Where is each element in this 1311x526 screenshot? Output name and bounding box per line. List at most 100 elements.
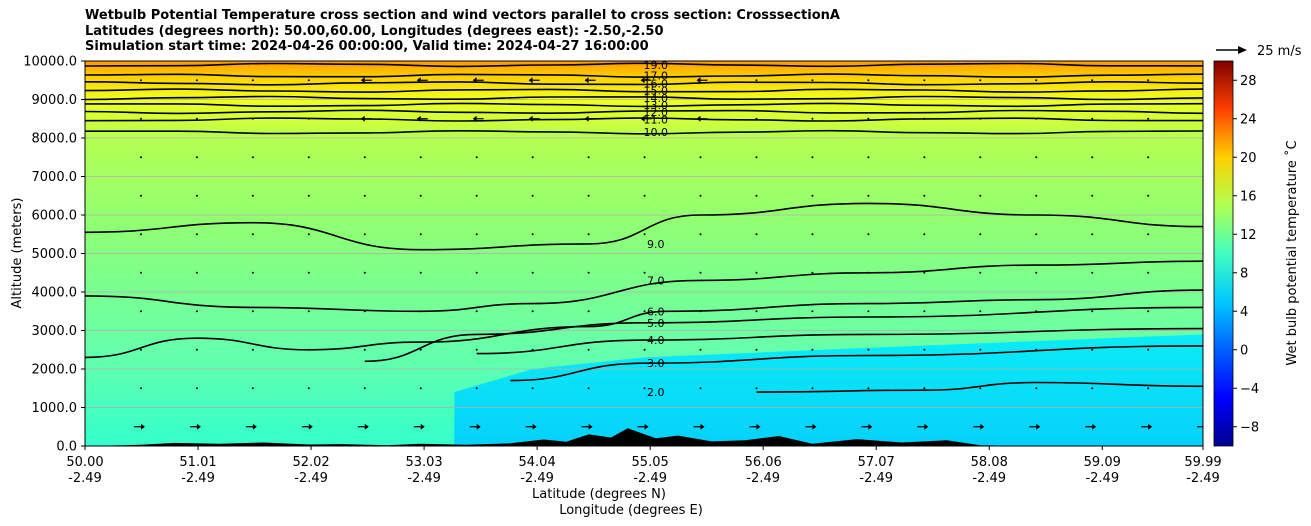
wind-vector	[531, 348, 534, 351]
contour-line	[85, 109, 1203, 115]
wind-vector	[923, 310, 926, 313]
wind-vector	[419, 387, 422, 390]
wind-vector	[419, 310, 422, 313]
contour-label: 15.0	[644, 85, 669, 98]
wind-vector	[139, 233, 142, 236]
wind-vector	[979, 194, 982, 197]
wind-vector-head	[1092, 423, 1097, 430]
wind-vector-head	[640, 77, 645, 84]
wind-vector	[979, 387, 982, 390]
wind-vector	[587, 387, 590, 390]
y-tick-label: 10000.0	[23, 55, 77, 70]
y-axis: 0.0 1000.0 2000.0 3000.0 4000.0 5000.0 6000.0 7…	[23, 55, 85, 455]
wind-vector	[251, 79, 254, 82]
y-axis-label: Altitude (meters)	[10, 198, 25, 309]
x-tick-latitude: 51.01	[179, 455, 216, 470]
wind-vector	[587, 271, 590, 274]
wind-vector	[811, 271, 814, 274]
wind-vector	[139, 194, 142, 197]
wind-vector	[1035, 79, 1038, 82]
wind-vector	[195, 271, 198, 274]
wind-vector	[251, 271, 254, 274]
contour-line	[85, 260, 1203, 313]
wind-vector	[979, 156, 982, 159]
wind-vector	[811, 156, 814, 159]
contour-label: 19.0	[644, 59, 669, 72]
wind-vector	[811, 117, 814, 120]
wind-vector	[475, 156, 478, 159]
wind-vector	[699, 348, 702, 351]
y-tick-label: 1000.0	[32, 401, 78, 416]
wind-vector-head	[532, 423, 537, 430]
x-tick-longitude: -2.49	[746, 471, 780, 486]
wind-vector	[1091, 310, 1094, 313]
wind-vector	[923, 194, 926, 197]
wind-vector	[923, 233, 926, 236]
wind-vector	[755, 387, 758, 390]
wind-vector	[251, 348, 254, 351]
wind-vector-head	[360, 77, 365, 84]
wind-vector	[1035, 194, 1038, 197]
wind-vector	[923, 271, 926, 274]
wind-vector	[699, 233, 702, 236]
colorbar-tick-label: 24	[1240, 112, 1257, 127]
wind-vector-head	[696, 115, 701, 122]
wind-vector	[531, 233, 534, 236]
wind-vector-head	[364, 423, 369, 430]
wind-vector	[643, 387, 646, 390]
colorbar-tick-label: 28	[1240, 74, 1257, 89]
wind-vector	[1035, 271, 1038, 274]
wind-vector-head	[472, 115, 477, 122]
colorbar-tick-label: 0	[1240, 343, 1248, 358]
wind-vector	[1091, 271, 1094, 274]
title-line-1: Wetbulb Potential Temperature cross sect…	[85, 8, 840, 23]
wind-vector	[195, 156, 198, 159]
wind-vector-head	[584, 77, 589, 84]
wind-vector	[195, 233, 198, 236]
wind-vector	[363, 233, 366, 236]
wind-vector	[195, 194, 198, 197]
contour-line	[756, 381, 1203, 393]
contour-label: 7.0	[647, 274, 665, 287]
wind-vector	[419, 194, 422, 197]
wind-vector	[363, 271, 366, 274]
wind-vector	[867, 194, 870, 197]
wind-vector	[419, 233, 422, 236]
wind-vector	[811, 233, 814, 236]
wind-vectors	[133, 77, 1203, 430]
contour-line	[476, 327, 1203, 355]
x-axis: 50.00-2.4951.01-2.4952.02-2.4953.03-2.49…	[66, 446, 1222, 486]
wind-vector	[1091, 79, 1094, 82]
wind-key-label: 25 m/s	[1257, 44, 1302, 59]
wind-vector	[979, 233, 982, 236]
y-tick-label: 7000.0	[32, 170, 78, 185]
wind-vector	[587, 233, 590, 236]
wind-vector	[531, 387, 534, 390]
plot-area	[85, 61, 1203, 446]
y-tick-label: 4000.0	[32, 286, 78, 301]
wind-vector	[867, 387, 870, 390]
wind-vector	[363, 348, 366, 351]
wind-vector	[363, 156, 366, 159]
colorbar	[1213, 60, 1234, 447]
wind-vector	[531, 194, 534, 197]
wind-vector	[195, 387, 198, 390]
wind-vector	[1147, 310, 1150, 313]
wind-vector	[643, 233, 646, 236]
wind-vector	[307, 310, 310, 313]
contour-line	[85, 80, 1203, 86]
wind-vector	[475, 271, 478, 274]
wind-vector	[419, 348, 422, 351]
wind-vector	[979, 79, 982, 82]
wind-vector	[475, 310, 478, 313]
wind-vector	[475, 233, 478, 236]
wind-vector	[867, 271, 870, 274]
wind-vector-head	[416, 77, 421, 84]
wind-vector	[139, 348, 142, 351]
x-tick-longitude: -2.49	[1186, 471, 1220, 486]
wind-vector	[363, 387, 366, 390]
wind-vector	[923, 117, 926, 120]
wind-vector	[755, 117, 758, 120]
y-tick-label: 6000.0	[32, 209, 78, 224]
